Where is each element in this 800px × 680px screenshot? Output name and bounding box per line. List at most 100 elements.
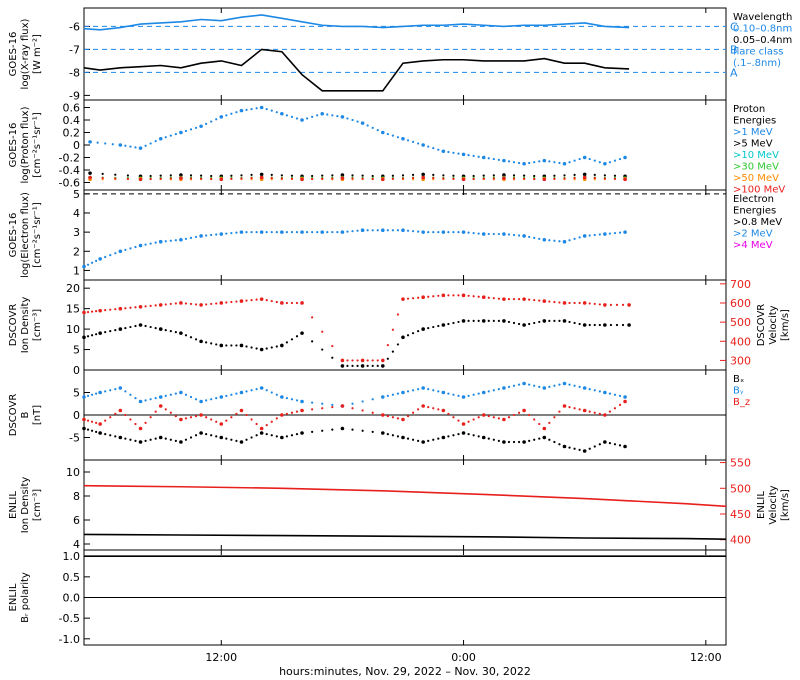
data-point (517, 298, 521, 301)
data-point (134, 422, 137, 426)
data-point (311, 115, 314, 118)
data-point (134, 306, 137, 309)
data-point (507, 298, 511, 301)
data-point (184, 334, 188, 337)
data-point (593, 411, 596, 414)
y-tick-label: 20 (66, 282, 80, 295)
data-point (568, 301, 571, 305)
data-point (477, 319, 480, 323)
data-point (441, 435, 446, 440)
data-point (189, 177, 193, 180)
data-point (235, 344, 238, 347)
legend-entry: >0.8 MeV (733, 217, 782, 228)
panel-proton: -0.6-0.4-0.200.20.40.6 GOES-16 log(Proton … (8, 99, 785, 196)
y-tick-label: -0.2 (59, 152, 80, 165)
data-point (593, 323, 596, 327)
panel-frame (83, 189, 727, 281)
data-point (285, 435, 288, 438)
y-tick-label: 0.6 (63, 102, 81, 115)
data-point (174, 392, 177, 395)
data-point (588, 302, 591, 305)
data-point (502, 319, 506, 323)
data-point (311, 340, 314, 343)
data-point (533, 236, 536, 239)
data-point (305, 117, 309, 120)
data-point (159, 177, 162, 180)
data-point (149, 242, 152, 245)
data-point (351, 118, 354, 122)
data-point (371, 229, 374, 232)
data-point (608, 392, 612, 395)
data-point (627, 303, 631, 307)
data-point (340, 115, 345, 119)
data-point (452, 321, 455, 325)
data-point (512, 174, 516, 177)
data-point (290, 301, 294, 305)
data-point (472, 154, 475, 158)
y-tick-label: -6 (69, 20, 80, 33)
data-point (205, 122, 208, 126)
data-point (447, 231, 450, 234)
data-point (199, 399, 203, 404)
data-point (562, 404, 567, 408)
data-point (371, 430, 374, 433)
data-point (129, 247, 132, 250)
data-point (129, 306, 132, 309)
data-point (225, 301, 228, 304)
data-point (542, 319, 547, 323)
data-point (118, 143, 123, 147)
data-point (421, 175, 425, 180)
data-point (230, 344, 233, 347)
data-point (149, 177, 152, 181)
data-point (250, 346, 253, 349)
data-point (250, 389, 253, 392)
data-point (427, 388, 430, 391)
y-tick-label: 5 (73, 188, 80, 201)
data-point (568, 239, 571, 242)
data-point (311, 401, 314, 404)
legend-entry: >1 MeV (733, 127, 773, 138)
data-point (533, 321, 536, 325)
data-point (457, 231, 460, 234)
data-point (250, 418, 253, 421)
data-point (452, 231, 455, 234)
data-point (391, 174, 394, 177)
data-point (124, 390, 127, 393)
data-point (528, 322, 531, 326)
data-point (255, 231, 258, 234)
data-point (215, 302, 218, 305)
data-point (582, 449, 587, 453)
data-point (144, 305, 147, 308)
data-point (487, 319, 490, 323)
data-point (225, 419, 228, 422)
y-tick-label: 8 (73, 490, 80, 503)
data-point (245, 231, 248, 234)
data-point (300, 399, 304, 404)
data-point (219, 115, 224, 119)
data-point (457, 294, 460, 297)
data-point (507, 416, 511, 419)
data-point (538, 320, 541, 324)
data-point (346, 359, 349, 362)
data-point (588, 323, 591, 327)
data-point (558, 410, 561, 413)
data-point (578, 322, 581, 326)
data-point (582, 386, 587, 390)
data-point (457, 433, 460, 436)
data-point (452, 393, 455, 396)
legend-entry: >5 MeV (733, 139, 773, 150)
y-axis-label: [cm⁻²s⁻¹sr⁻¹] (32, 202, 43, 268)
data-point (608, 232, 612, 235)
y-axis-label: [cm⁻³] (32, 309, 43, 341)
y-tick-label: 6 (73, 514, 80, 527)
data-point (245, 438, 248, 441)
data-point (259, 230, 264, 234)
data-point (376, 129, 379, 132)
data-point (340, 426, 345, 431)
data-point (517, 234, 521, 237)
data-point (512, 413, 516, 417)
y-axis-label: [W m⁻²] (32, 34, 43, 74)
data-point (215, 343, 218, 346)
y-axis-right-label: DSCOVR (756, 304, 767, 347)
data-point (158, 395, 163, 399)
